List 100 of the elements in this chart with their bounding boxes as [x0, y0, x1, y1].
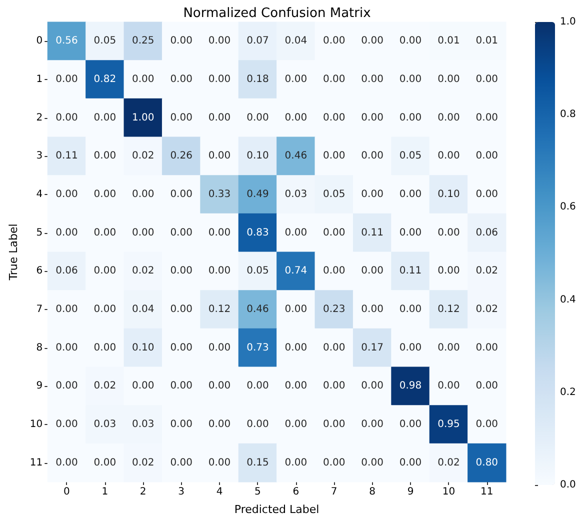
data-label: 0.05 [246, 266, 269, 277]
color-bar-label: 0.6 [560, 202, 576, 213]
data-label: 0.05 [94, 36, 116, 47]
y-tick-label: 9 [36, 380, 43, 392]
data-label: 0.00 [132, 380, 154, 392]
data-label: 0.80 [476, 457, 498, 468]
data-label: 0.00 [438, 150, 460, 162]
color-bar-label: 1.0 [560, 16, 576, 28]
data-label: 0.00 [322, 419, 346, 430]
y-tick-label: 7 [36, 304, 43, 315]
data-label: 0.00 [208, 36, 231, 47]
data-label: 0.25 [132, 36, 154, 47]
data-label: 0.15 [246, 457, 269, 468]
data-label: 0.02 [94, 380, 116, 392]
data-label: 0.00 [399, 419, 422, 430]
data-label: 0.10 [438, 189, 460, 200]
data-label: 0.00 [208, 150, 231, 162]
data-label: 0.02 [132, 457, 154, 468]
data-label: 0.00 [208, 419, 231, 430]
data-label: 0.00 [170, 227, 192, 238]
data-label: 0.02 [132, 150, 154, 162]
data-label: 0.00 [94, 189, 116, 200]
data-label: 0.00 [94, 457, 116, 468]
data-label: 0.05 [399, 150, 422, 162]
data-label: 0.02 [438, 457, 460, 468]
data-label: 0.00 [284, 457, 308, 468]
data-label: 0.00 [322, 457, 346, 468]
x-tick-label: 10 [442, 486, 456, 498]
data-label: 0.01 [476, 36, 498, 47]
data-label: 0.00 [246, 112, 269, 124]
y-tick-label: 8 [36, 342, 43, 354]
data-label: 0.49 [246, 189, 269, 200]
data-label: 0.00 [208, 380, 231, 392]
data-label: 0.73 [246, 342, 269, 354]
data-label: 0.00 [476, 419, 498, 430]
x-tick-label: 5 [254, 486, 261, 498]
x-tick-label: 1 [102, 486, 108, 498]
y-tick-label: 3 [36, 150, 43, 162]
data-label: 0.00 [56, 419, 78, 430]
data-label: 0.00 [399, 304, 422, 315]
data-label: 0.00 [361, 36, 384, 47]
data-label: 0.00 [438, 380, 460, 392]
data-label: 0.00 [438, 266, 460, 277]
data-label: 0.00 [246, 419, 269, 430]
data-label: 0.06 [476, 227, 498, 238]
data-label: 0.18 [246, 74, 269, 85]
data-label: 0.46 [284, 150, 308, 162]
data-label: 0.03 [94, 419, 116, 430]
data-label: 0.00 [361, 419, 384, 430]
data-label: 0.00 [322, 266, 346, 277]
x-tick-label: 6 [292, 486, 300, 498]
data-label: 0.11 [399, 266, 422, 277]
data-label: 0.02 [476, 266, 498, 277]
x-tick-label: 4 [216, 486, 223, 498]
y-tick-label: 0 [36, 36, 43, 47]
data-label: 0.00 [170, 266, 192, 277]
data-label: 0.00 [438, 74, 460, 85]
data-label: 0.07 [246, 36, 269, 47]
data-label: 0.00 [361, 380, 384, 392]
data-label: 0.00 [438, 227, 460, 238]
x-tick-label: 8 [369, 486, 376, 498]
y-tick-label: 2 [36, 112, 43, 124]
data-label: 0.00 [246, 380, 269, 392]
data-label: 0.00 [399, 189, 422, 200]
x-tick-label: 7 [330, 486, 338, 498]
data-label: 0.00 [208, 342, 231, 354]
data-label: 0.00 [56, 380, 78, 392]
data-label: 0.00 [476, 189, 498, 200]
data-label: 0.04 [132, 304, 154, 315]
data-label: 0.00 [170, 380, 192, 392]
data-label: 0.00 [170, 419, 192, 430]
data-label: 0.00 [208, 74, 231, 85]
data-label: 0.00 [284, 380, 308, 392]
data-label: 0.95 [438, 419, 460, 430]
data-label: 0.00 [284, 227, 308, 238]
data-label: 0.00 [56, 457, 78, 468]
color-bar-label: 0.4 [560, 294, 576, 306]
data-label: 0.11 [361, 227, 384, 238]
data-label: 0.46 [246, 304, 269, 315]
data-label: 0.03 [284, 189, 308, 200]
data-label: 0.00 [284, 342, 308, 354]
data-label: 0.00 [284, 112, 308, 124]
data-label: 0.00 [322, 112, 346, 124]
data-label: 0.05 [322, 189, 346, 200]
data-label: 0.00 [399, 227, 422, 238]
data-label: 0.00 [399, 36, 422, 47]
x-tick-label: 3 [178, 486, 185, 498]
data-label: 0.00 [208, 266, 231, 277]
data-label: 0.00 [208, 112, 231, 124]
data-label: 0.00 [476, 150, 498, 162]
data-label: 0.00 [438, 342, 460, 354]
color-bar-label: 0.0 [560, 480, 576, 490]
data-label: 0.10 [132, 342, 154, 354]
data-label: 0.00 [56, 74, 78, 85]
data-label: 0.98 [399, 380, 422, 392]
chart-title: Normalized Confusion Matrix [183, 6, 372, 21]
data-label: 0.00 [94, 150, 116, 162]
data-label: 0.00 [322, 227, 346, 238]
data-label: 0.03 [132, 419, 154, 430]
data-label: 0.00 [476, 380, 498, 392]
